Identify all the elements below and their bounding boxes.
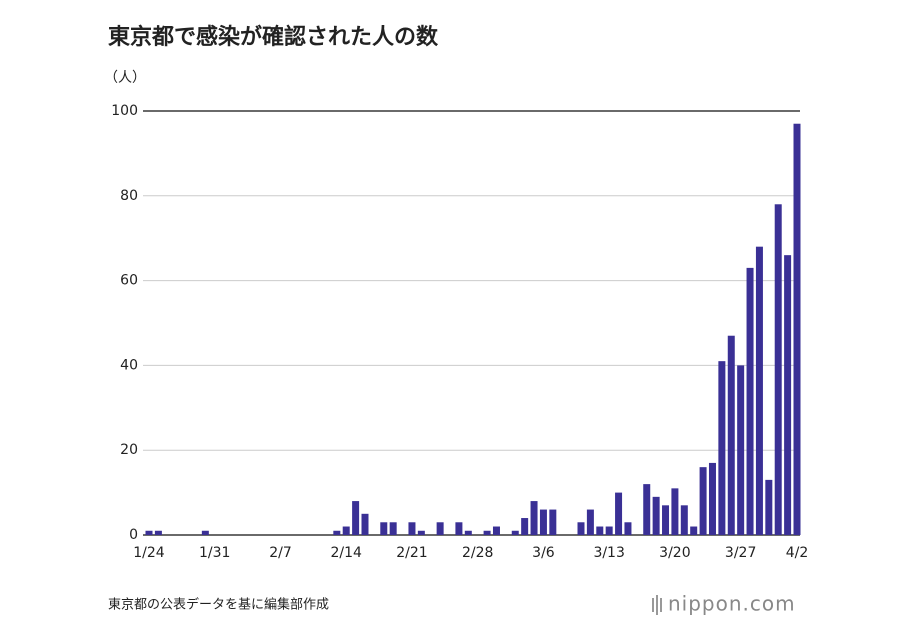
- bar: [436, 522, 444, 535]
- bar: [464, 530, 472, 535]
- x-tick-label: 3/20: [659, 545, 690, 561]
- bar: [605, 526, 613, 535]
- bar: [784, 255, 792, 535]
- x-tick-label: 2/28: [462, 545, 493, 561]
- x-tick-label: 1/24: [133, 545, 165, 561]
- source: 東京都の公表データを基に編集部作成: [108, 597, 329, 613]
- bar: [680, 505, 688, 535]
- y-unit: （人）: [104, 70, 146, 86]
- bar: [408, 522, 416, 535]
- bar: [342, 526, 350, 535]
- x-tick-label: 3/6: [532, 545, 555, 561]
- logo: nippon.com: [668, 592, 796, 616]
- bar: [596, 526, 604, 535]
- bar: [793, 123, 801, 535]
- bar: [361, 513, 369, 535]
- bar: [521, 518, 529, 535]
- bar: [380, 522, 388, 535]
- x-tick-label: 1/31: [199, 545, 230, 561]
- bar: [746, 267, 754, 535]
- logo-icon: [652, 595, 662, 615]
- y-tick-label: 0: [129, 527, 138, 543]
- bar: [539, 509, 547, 535]
- bar: [352, 501, 360, 535]
- x-tick-label: 2/14: [330, 545, 362, 561]
- y-tick-label: 80: [120, 188, 138, 204]
- y-tick-label: 60: [120, 273, 138, 289]
- bar: [718, 361, 726, 535]
- x-tick-label: 3/27: [725, 545, 756, 561]
- x-tick-label: 2/7: [269, 545, 292, 561]
- bar: [511, 530, 519, 535]
- bar: [577, 522, 585, 535]
- bar: [201, 530, 209, 535]
- bar: [455, 522, 463, 535]
- bar: [549, 509, 557, 535]
- bar: [755, 246, 763, 535]
- bar: [586, 509, 594, 535]
- bar: [389, 522, 397, 535]
- bar: [530, 501, 538, 535]
- x-tick-label: 3/13: [593, 545, 624, 561]
- bar: [765, 479, 773, 535]
- bar: [708, 462, 716, 535]
- y-tick-label: 40: [120, 357, 138, 373]
- bar: [774, 204, 782, 535]
- bar: [652, 496, 660, 535]
- bar: [699, 467, 707, 535]
- bar: [671, 488, 679, 535]
- x-tick-label: 2/21: [396, 545, 427, 561]
- bar: [624, 522, 632, 535]
- bar: [145, 530, 153, 535]
- bar: [417, 530, 425, 535]
- bar: [615, 492, 623, 535]
- bar: [643, 484, 651, 535]
- bar: [483, 530, 491, 535]
- bar: [492, 526, 500, 535]
- bar: [662, 505, 670, 535]
- bar: [737, 365, 745, 535]
- bar: [727, 335, 735, 535]
- y-tick-label: 100: [111, 103, 138, 119]
- bar: [333, 530, 341, 535]
- y-tick-label: 20: [120, 442, 138, 458]
- chart-title: 東京都で感染が確認された人の数: [108, 24, 439, 50]
- bar: [690, 526, 698, 535]
- x-tick-label: 4/2: [786, 545, 809, 561]
- bar: [154, 530, 162, 535]
